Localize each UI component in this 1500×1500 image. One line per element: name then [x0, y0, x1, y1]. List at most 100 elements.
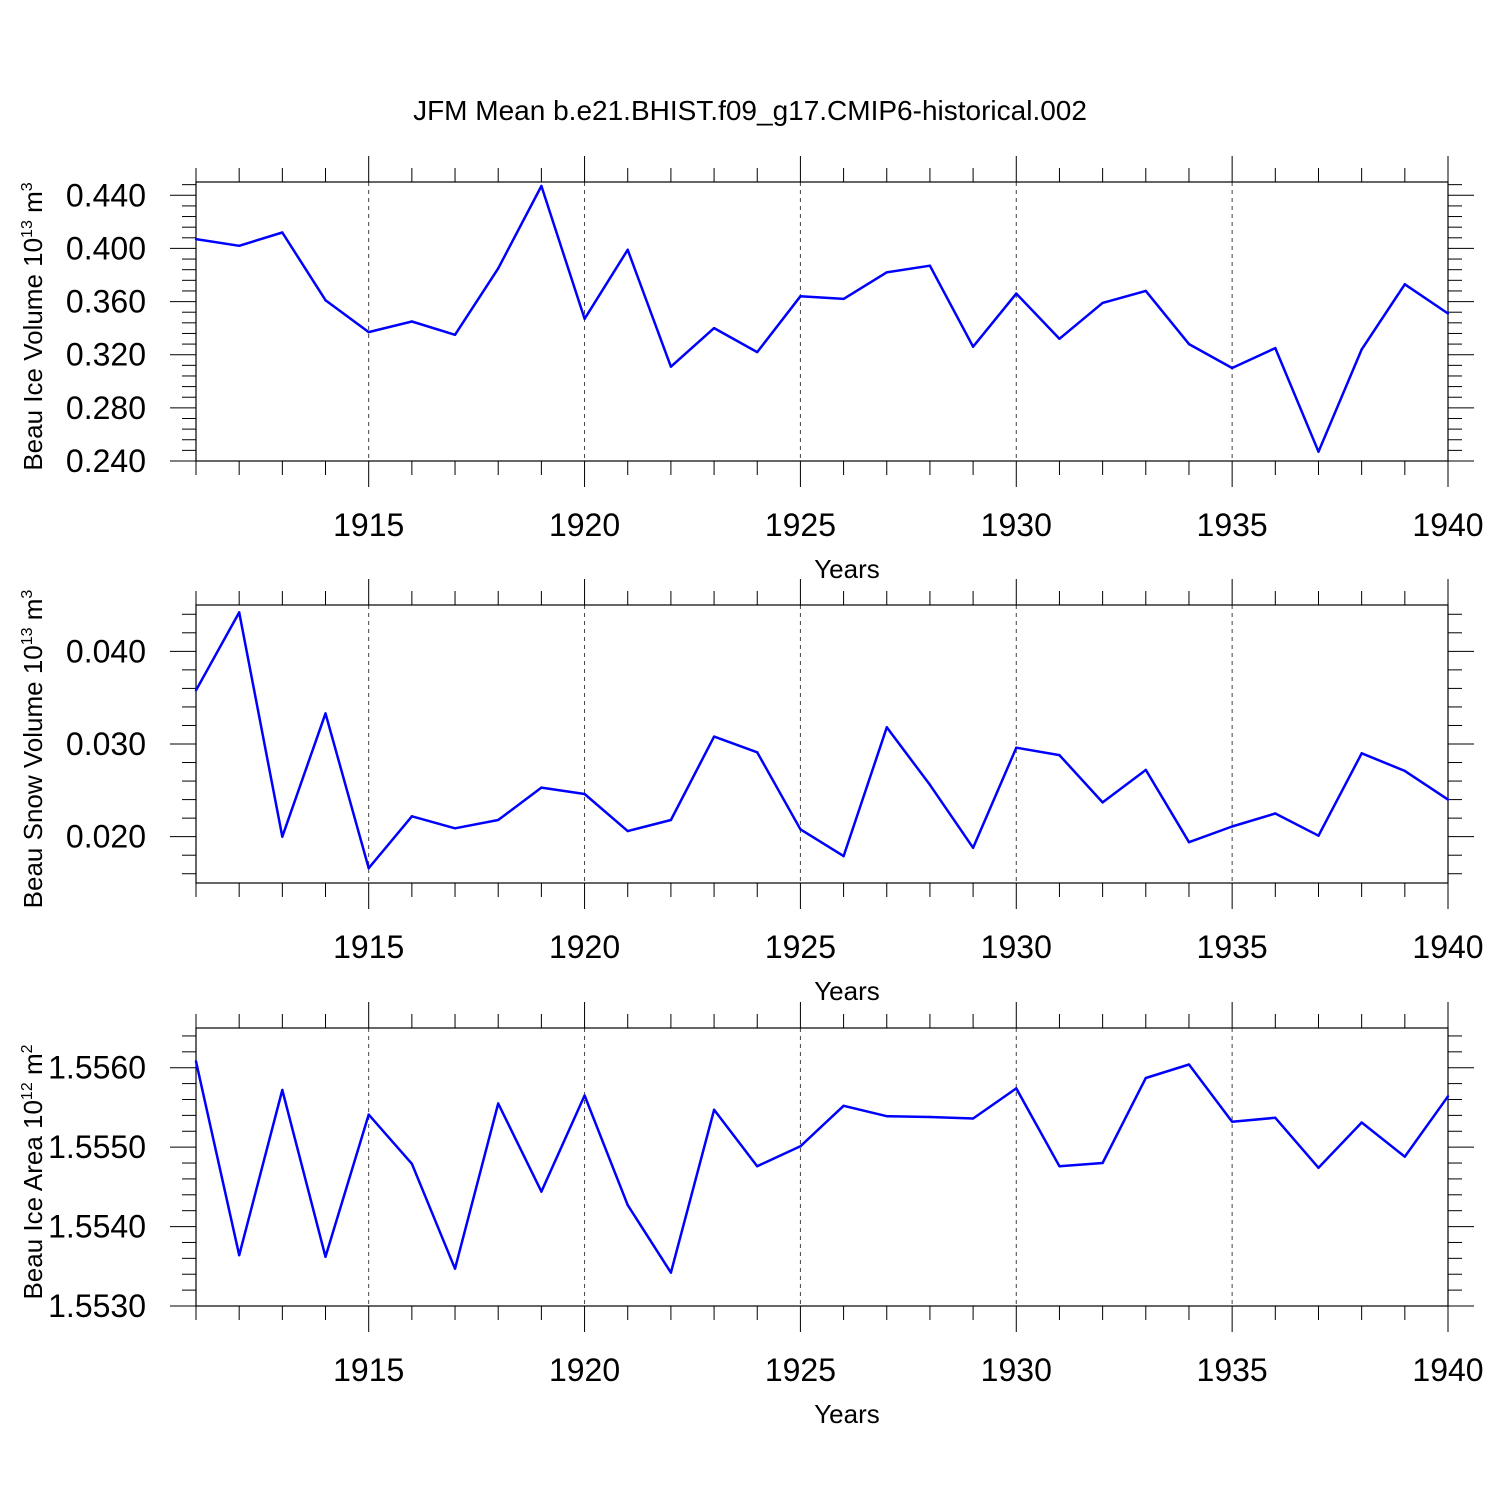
- chart-panel-3: 1915 1920 1925 1930 1935 1940 1.5530 1.5540 1.55…: [18, 1002, 1484, 1429]
- y-tick-label: 0.240: [66, 443, 146, 479]
- y-tick-label: 0.280: [66, 390, 146, 426]
- x-tick-label: 1940: [1412, 1352, 1483, 1388]
- x-tick-label: 1915: [333, 507, 404, 543]
- data-point: [1101, 801, 1104, 804]
- data-point: [885, 726, 888, 729]
- data-point: [237, 244, 241, 247]
- data-point: [842, 297, 845, 301]
- data-point: [712, 326, 716, 330]
- y-tick-label: 0.030: [66, 726, 146, 762]
- data-point: [1101, 1161, 1104, 1165]
- data-point: [324, 712, 327, 715]
- data-point: [971, 846, 975, 849]
- data-point: [583, 792, 586, 796]
- y-tick-label: 0.020: [66, 819, 146, 855]
- data-point: [1230, 1120, 1234, 1123]
- data-point: [1187, 342, 1191, 346]
- data-point: [497, 267, 500, 270]
- data-point: [712, 735, 716, 738]
- data-point: [1230, 366, 1234, 370]
- data-point: [453, 827, 457, 830]
- data-point: [1274, 346, 1277, 350]
- data-point: [928, 264, 932, 267]
- data-point: [367, 866, 370, 870]
- data-point: [453, 1267, 457, 1270]
- data-point: [1403, 769, 1407, 773]
- data-point: [799, 1145, 802, 1148]
- data-point: [1058, 753, 1061, 757]
- y-tick-label: 0.400: [66, 230, 146, 266]
- data-point: [712, 1108, 716, 1112]
- data-point: [626, 1203, 629, 1207]
- panels: 1915 1920 1925 1930 1935 1940 0.240 0.280 0.320 0…: [18, 156, 1484, 1429]
- x-axis-label: Years: [814, 1399, 880, 1429]
- data-point: [885, 1114, 888, 1118]
- y-axis-label: Beau Snow Volume 1013 m3: [18, 590, 48, 909]
- plot-frame: [195, 1027, 1449, 1307]
- y-axis-label: Beau Ice Volume 1013 m3: [18, 182, 48, 470]
- data-point: [1144, 289, 1147, 293]
- plot-frame: [195, 181, 1449, 462]
- data-point: [497, 1102, 500, 1105]
- data-point: [1144, 1076, 1147, 1080]
- chart-panel-1: 1915 1920 1925 1930 1935 1940 0.240 0.280 0.320 0…: [18, 156, 1484, 584]
- data-point: [324, 299, 327, 302]
- x-tick-label: 1915: [333, 1352, 404, 1388]
- data-point: [1360, 348, 1363, 351]
- x-tick-label: 1930: [981, 1352, 1052, 1388]
- data-point: [1403, 283, 1407, 286]
- data-point: [669, 365, 673, 368]
- data-point: [1317, 1166, 1320, 1169]
- data-point: [1274, 812, 1277, 815]
- data-point: [756, 751, 759, 754]
- data-point: [1015, 292, 1018, 295]
- data-point: [1446, 798, 1450, 801]
- data-point: [1360, 1121, 1363, 1124]
- data-point: [885, 271, 888, 274]
- x-tick-label: 1935: [1197, 1352, 1268, 1388]
- data-point: [756, 350, 759, 354]
- x-tick-label: 1925: [765, 507, 836, 543]
- x-axis-label: Years: [814, 554, 880, 584]
- x-tick-label: 1925: [765, 929, 836, 965]
- data-point: [1015, 1087, 1018, 1090]
- y-axis-label: Beau Ice Area 1012 m2: [18, 1044, 48, 1299]
- plot-frame: [195, 604, 1449, 884]
- data-point: [1403, 1155, 1407, 1158]
- series-line: [195, 184, 1449, 453]
- data-point: [1360, 752, 1363, 755]
- data-point: [1446, 1095, 1450, 1098]
- data-point: [281, 231, 284, 234]
- data-point: [1101, 301, 1104, 305]
- data-point: [756, 1165, 759, 1168]
- data-point: [410, 815, 414, 818]
- data-point: [540, 786, 543, 789]
- x-tick-label: 1915: [333, 929, 404, 965]
- y-tick-label: 0.360: [66, 284, 146, 320]
- x-tick-label: 1920: [549, 929, 620, 965]
- data-point: [410, 320, 414, 323]
- x-tick-label: 1930: [981, 507, 1052, 543]
- data-point: [281, 1088, 284, 1092]
- y-tick-label: 0.440: [66, 177, 146, 213]
- data-point: [1058, 337, 1061, 340]
- y-tick-label: 1.5540: [48, 1209, 146, 1245]
- data-point: [410, 1162, 414, 1166]
- data-point: [928, 783, 932, 786]
- data-point: [194, 1060, 198, 1063]
- data-point: [194, 689, 198, 692]
- data-point: [669, 818, 673, 822]
- data-point: [237, 1253, 241, 1257]
- x-tick-label: 1925: [765, 1352, 836, 1388]
- data-point: [540, 1190, 543, 1193]
- data-point: [367, 1113, 370, 1116]
- y-tick-label: 1.5530: [48, 1288, 146, 1324]
- data-point: [497, 818, 500, 822]
- x-tick-label: 1930: [981, 929, 1052, 965]
- x-tick-label: 1920: [549, 1352, 620, 1388]
- data-point: [1446, 312, 1450, 315]
- x-axis-label: Years: [814, 976, 880, 1006]
- data-point: [1144, 768, 1147, 772]
- data-point: [281, 835, 284, 838]
